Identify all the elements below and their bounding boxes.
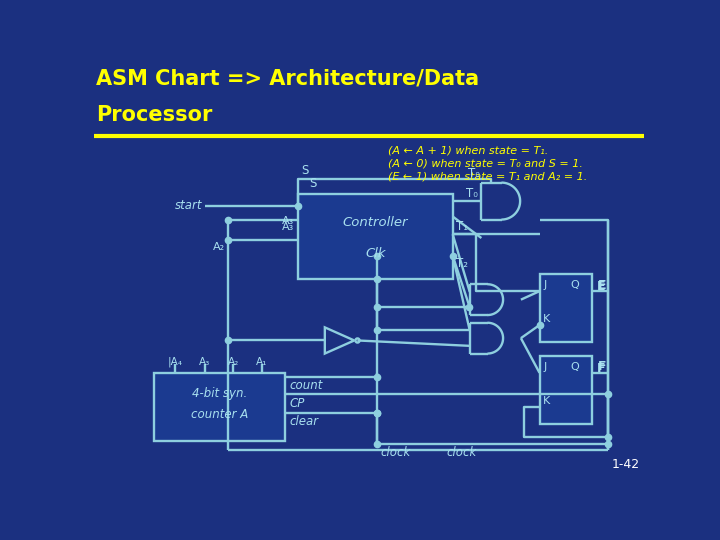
Text: (A ← A + 1) when state = T₁.: (A ← A + 1) when state = T₁. <box>388 146 549 156</box>
Text: clear: clear <box>290 415 319 428</box>
Text: (E ← 1) when state = T₁ and A₂ = 1.: (E ← 1) when state = T₁ and A₂ = 1. <box>388 172 588 182</box>
Text: E: E <box>598 279 606 292</box>
Text: J: J <box>544 280 546 291</box>
Text: |A₄: |A₄ <box>168 356 183 367</box>
Text: A₂: A₂ <box>212 242 225 252</box>
Text: 4-bit syn.: 4-bit syn. <box>192 387 247 400</box>
Text: J: J <box>544 362 546 372</box>
Text: K: K <box>544 396 551 406</box>
Text: T₁: T₁ <box>456 220 468 233</box>
Text: K: K <box>544 314 551 325</box>
Text: F: F <box>597 362 606 375</box>
Text: CP: CP <box>290 397 305 410</box>
Text: (A ← 0) when state = T₀ and S = 1.: (A ← 0) when state = T₀ and S = 1. <box>388 159 583 168</box>
Text: Processor: Processor <box>96 105 212 125</box>
Text: 1-42: 1-42 <box>612 458 640 471</box>
Text: A₂: A₂ <box>228 356 239 367</box>
Text: S: S <box>310 177 317 190</box>
Text: start: start <box>175 199 202 212</box>
Text: Q: Q <box>570 362 580 372</box>
Text: F: F <box>598 361 606 374</box>
Text: Controller: Controller <box>343 215 408 229</box>
Text: clock: clock <box>381 446 411 459</box>
Bar <box>539 356 593 423</box>
Text: clock: clock <box>446 446 477 459</box>
Text: T₀: T₀ <box>466 186 477 200</box>
Text: A₃: A₃ <box>282 222 294 232</box>
Text: Q: Q <box>570 280 580 291</box>
Text: A₃: A₃ <box>199 356 210 367</box>
Text: A₁: A₁ <box>256 356 268 367</box>
Text: E: E <box>597 280 606 293</box>
Bar <box>297 194 453 279</box>
Text: Clk: Clk <box>365 247 385 260</box>
Text: T₀: T₀ <box>468 167 480 180</box>
Text: counter A: counter A <box>191 408 248 421</box>
Bar <box>539 274 593 342</box>
Bar <box>153 373 285 441</box>
Text: ASM Chart => Architecture/Data: ASM Chart => Architecture/Data <box>96 69 480 89</box>
Text: T₂: T₂ <box>456 257 468 271</box>
Text: count: count <box>290 379 323 392</box>
Text: S: S <box>302 164 309 177</box>
Text: A₃: A₃ <box>282 215 294 226</box>
